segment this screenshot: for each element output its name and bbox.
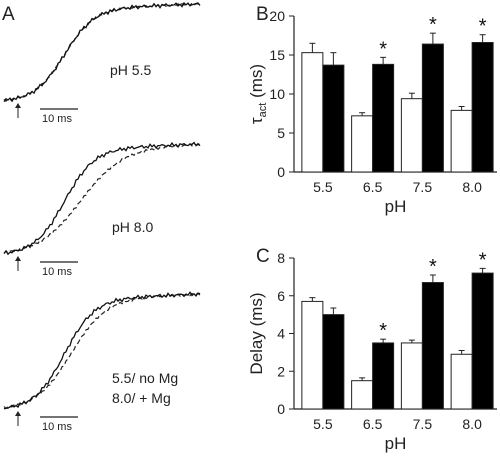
x-tick-label-8.0: 8.0 [462, 179, 482, 195]
y-tick-label-2: 10 [269, 86, 285, 102]
x-tick-label-5.5: 5.5 [313, 416, 333, 432]
x-tick-label-8.0: 8.0 [462, 416, 482, 432]
bar-8.0-series-1 [450, 109, 473, 173]
stimulus-arrowhead-2 [15, 256, 21, 261]
x-tick-label-7.5: 7.5 [413, 179, 433, 195]
x-tick-label-5.5: 5.5 [313, 179, 333, 195]
bar-6.5-series-1 [351, 380, 374, 410]
bar-5.5-series-2 [322, 314, 345, 410]
x-tick-label-7.5: 7.5 [413, 416, 433, 432]
bar-7.5-series-2 [421, 43, 444, 173]
x-axis-title: pH [385, 197, 407, 216]
bar-7.5-series-1 [400, 342, 423, 410]
panel-a: A 10 ms pH 5.5 10 ms pH 8.0 10 ms 5.5/ no Mg 8… [2, 1, 201, 433]
significance-star-6.5: * [379, 38, 387, 60]
x-axis-title: pH [385, 434, 407, 453]
scale-bar-label-3: 10 ms [42, 421, 72, 433]
trace-solid-2 [3, 141, 201, 256]
stimulus-arrowhead-3 [15, 411, 21, 416]
bar-8.0-series-2 [471, 42, 494, 173]
y-tick-label-0: 0 [277, 401, 285, 417]
bar-6.5-series-1 [351, 115, 374, 173]
panel-letter-a: A [2, 4, 15, 25]
significance-star-8.0: * [479, 249, 487, 271]
bar-5.5-series-1 [301, 300, 324, 410]
y-axis-title-main: Delay (ms) [247, 292, 266, 374]
trace-dashed-2 [3, 143, 201, 254]
bar-5.5-series-2 [322, 64, 345, 173]
y-tick-label-4: 8 [277, 250, 285, 266]
y-tick-label-4: 20 [269, 8, 285, 24]
y-axis-title: τact (ms) [247, 64, 269, 124]
trace-label-3-line-1: 5.5/ no Mg [112, 370, 178, 386]
stimulus-arrowhead-1 [15, 103, 21, 108]
bar-8.0-series-2 [471, 272, 494, 410]
panel-b: B 0 5 10 15 20 τact (ms) 5.5 * 6.5 * 7.5 * 8.0 pH [247, 4, 497, 216]
y-axis-title-sub: act [257, 103, 269, 118]
trace-label-2-line-1: pH 8.0 [112, 219, 153, 235]
x-tick-label-6.5: 6.5 [363, 179, 383, 195]
significance-star-7.5: * [429, 14, 437, 36]
y-axis-title: Delay (ms) [247, 292, 266, 374]
trace-label-1-line-1: pH 5.5 [110, 62, 151, 78]
trace-dashed-1 [3, 2, 201, 103]
x-tick-label-6.5: 6.5 [363, 416, 383, 432]
scale-bar-label-2: 10 ms [42, 266, 72, 278]
y-tick-label-2: 4 [277, 326, 285, 342]
y-tick-label-3: 15 [269, 47, 285, 63]
panel-c: C 0 2 4 6 8 Delay (ms) 5.5 * 6.5 * 7.5 * 8.0 pH [247, 246, 497, 453]
y-tick-label-3: 6 [277, 288, 285, 304]
bar-5.5-series-1 [301, 52, 324, 173]
y-tick-label-1: 5 [277, 125, 285, 141]
bar-7.5-series-2 [421, 282, 444, 410]
y-axis-title-main: τ [247, 117, 266, 124]
scale-bar-label-1: 10 ms [42, 113, 72, 125]
significance-star-7.5: * [429, 256, 437, 278]
bar-6.5-series-2 [372, 342, 395, 410]
y-tick-label-0: 0 [277, 164, 285, 180]
significance-star-6.5: * [379, 320, 387, 342]
y-axis-title-tail: (ms) [247, 64, 266, 103]
bar-6.5-series-2 [372, 63, 395, 173]
bar-7.5-series-1 [400, 98, 423, 173]
bar-8.0-series-1 [450, 353, 473, 410]
panel-letter-b: B [256, 4, 269, 25]
significance-star-8.0: * [479, 16, 487, 38]
panel-letter-c: C [256, 246, 270, 267]
y-tick-label-1: 2 [277, 363, 285, 379]
trace-solid-3 [3, 291, 201, 410]
trace-label-3-line-2: 8.0/ + Mg [112, 390, 171, 406]
trace-solid-1 [3, 1, 201, 103]
